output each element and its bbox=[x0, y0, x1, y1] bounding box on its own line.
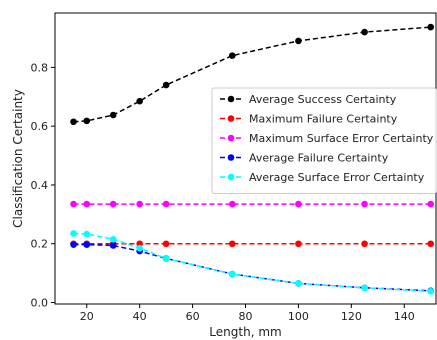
legend-entry: Maximum Surface Error Certainty bbox=[249, 132, 434, 145]
x-tick-label: 20 bbox=[80, 310, 94, 323]
data-point bbox=[109, 111, 117, 119]
series-3 bbox=[70, 241, 435, 295]
data-point bbox=[70, 118, 77, 126]
series-line bbox=[73, 243, 431, 292]
x-tick-label: 60 bbox=[186, 310, 200, 323]
legend-marker bbox=[227, 173, 235, 181]
legend: Average Success Certainty Maximum Failure… bbox=[211, 87, 437, 194]
series-layer bbox=[70, 23, 435, 295]
data-point bbox=[109, 236, 117, 243]
legend-entry: Average Failure Certainty bbox=[249, 152, 389, 165]
data-point bbox=[295, 200, 302, 208]
x-tick-label: 120 bbox=[341, 310, 362, 323]
data-point bbox=[228, 270, 236, 278]
data-point bbox=[361, 28, 368, 36]
data-point bbox=[295, 37, 302, 45]
legend-entry: Maximum Failure Certainty bbox=[249, 113, 398, 126]
data-point bbox=[295, 280, 302, 287]
y-axis-ticks: 0.0 0.2 0.4 0.6 0.8 bbox=[31, 61, 55, 310]
legend-marker bbox=[227, 115, 235, 122]
series-line bbox=[73, 232, 431, 293]
data-point bbox=[136, 200, 143, 208]
data-point bbox=[427, 23, 435, 31]
data-point bbox=[162, 81, 170, 89]
y-tick-label: 0.0 bbox=[31, 297, 49, 310]
data-point bbox=[70, 230, 77, 237]
x-axis-ticks: 20 40 60 80 100 120 140 bbox=[80, 304, 415, 323]
data-point bbox=[228, 52, 236, 59]
series-0 bbox=[70, 23, 435, 126]
data-point bbox=[83, 117, 91, 125]
data-point bbox=[109, 200, 117, 208]
x-axis-label: Length, mm bbox=[209, 325, 281, 339]
data-point bbox=[228, 240, 236, 248]
y-tick-label: 0.2 bbox=[31, 238, 49, 251]
x-tick-label: 140 bbox=[394, 310, 415, 323]
legend-marker bbox=[227, 154, 235, 161]
series-2 bbox=[70, 200, 435, 208]
y-tick-label: 0.8 bbox=[31, 61, 49, 74]
legend-entry: Average Success Certainty bbox=[249, 93, 397, 106]
x-tick-label: 100 bbox=[288, 310, 309, 323]
data-point bbox=[228, 200, 236, 208]
data-point bbox=[83, 241, 91, 248]
legend-marker bbox=[227, 134, 235, 142]
legend-box bbox=[211, 87, 437, 194]
x-tick-label: 80 bbox=[239, 310, 253, 323]
data-point bbox=[109, 242, 117, 249]
data-point bbox=[361, 200, 368, 208]
legend-entry: Average Surface Error Certainty bbox=[249, 171, 425, 184]
data-point bbox=[427, 200, 435, 208]
data-point bbox=[136, 244, 143, 252]
data-point bbox=[70, 200, 77, 208]
data-point bbox=[361, 284, 368, 292]
x-tick-label: 40 bbox=[133, 310, 147, 323]
data-point bbox=[162, 200, 170, 208]
legend-marker bbox=[227, 95, 235, 103]
y-axis-label: Classification Certainty bbox=[11, 89, 25, 228]
data-point bbox=[427, 288, 435, 295]
data-point bbox=[70, 241, 77, 248]
data-point bbox=[361, 240, 368, 248]
series-4 bbox=[70, 230, 435, 295]
data-point bbox=[427, 240, 435, 248]
data-point bbox=[136, 97, 143, 105]
data-point bbox=[83, 230, 91, 238]
data-point bbox=[162, 255, 170, 262]
y-tick-label: 0.6 bbox=[31, 120, 49, 133]
y-tick-label: 0.4 bbox=[31, 179, 49, 192]
data-point bbox=[162, 240, 170, 248]
data-point bbox=[83, 200, 91, 208]
data-point bbox=[295, 240, 302, 248]
